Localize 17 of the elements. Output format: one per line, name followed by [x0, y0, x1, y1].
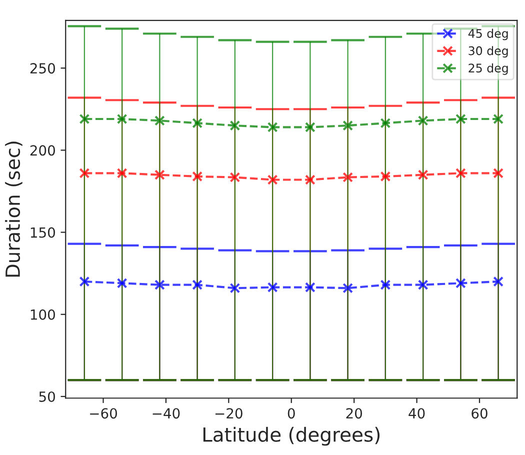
y-tick-label: 200 [30, 145, 55, 156]
x-tick-label: −20 [215, 408, 242, 419]
x-tick-label: 40 [408, 408, 425, 419]
x-tick-label: −60 [90, 408, 117, 419]
y-tick-label: 250 [30, 63, 55, 74]
x-tick-label: 0 [288, 408, 295, 419]
x-tick-label: 60 [472, 408, 488, 419]
legend-label: 30 deg [468, 46, 508, 58]
legend-label: 25 deg [468, 63, 508, 75]
x-axis-title: Latitude (degrees) [203, 426, 380, 446]
y-tick-label: 50 [39, 391, 55, 402]
legend-label: 45 deg [468, 28, 508, 40]
x-tick-label: 20 [346, 408, 362, 419]
y-tick-label: 100 [30, 309, 55, 320]
y-tick-label: 150 [30, 227, 55, 238]
x-tick-label: −40 [152, 408, 180, 419]
y-axis-title: Duration (sec) [5, 142, 22, 277]
